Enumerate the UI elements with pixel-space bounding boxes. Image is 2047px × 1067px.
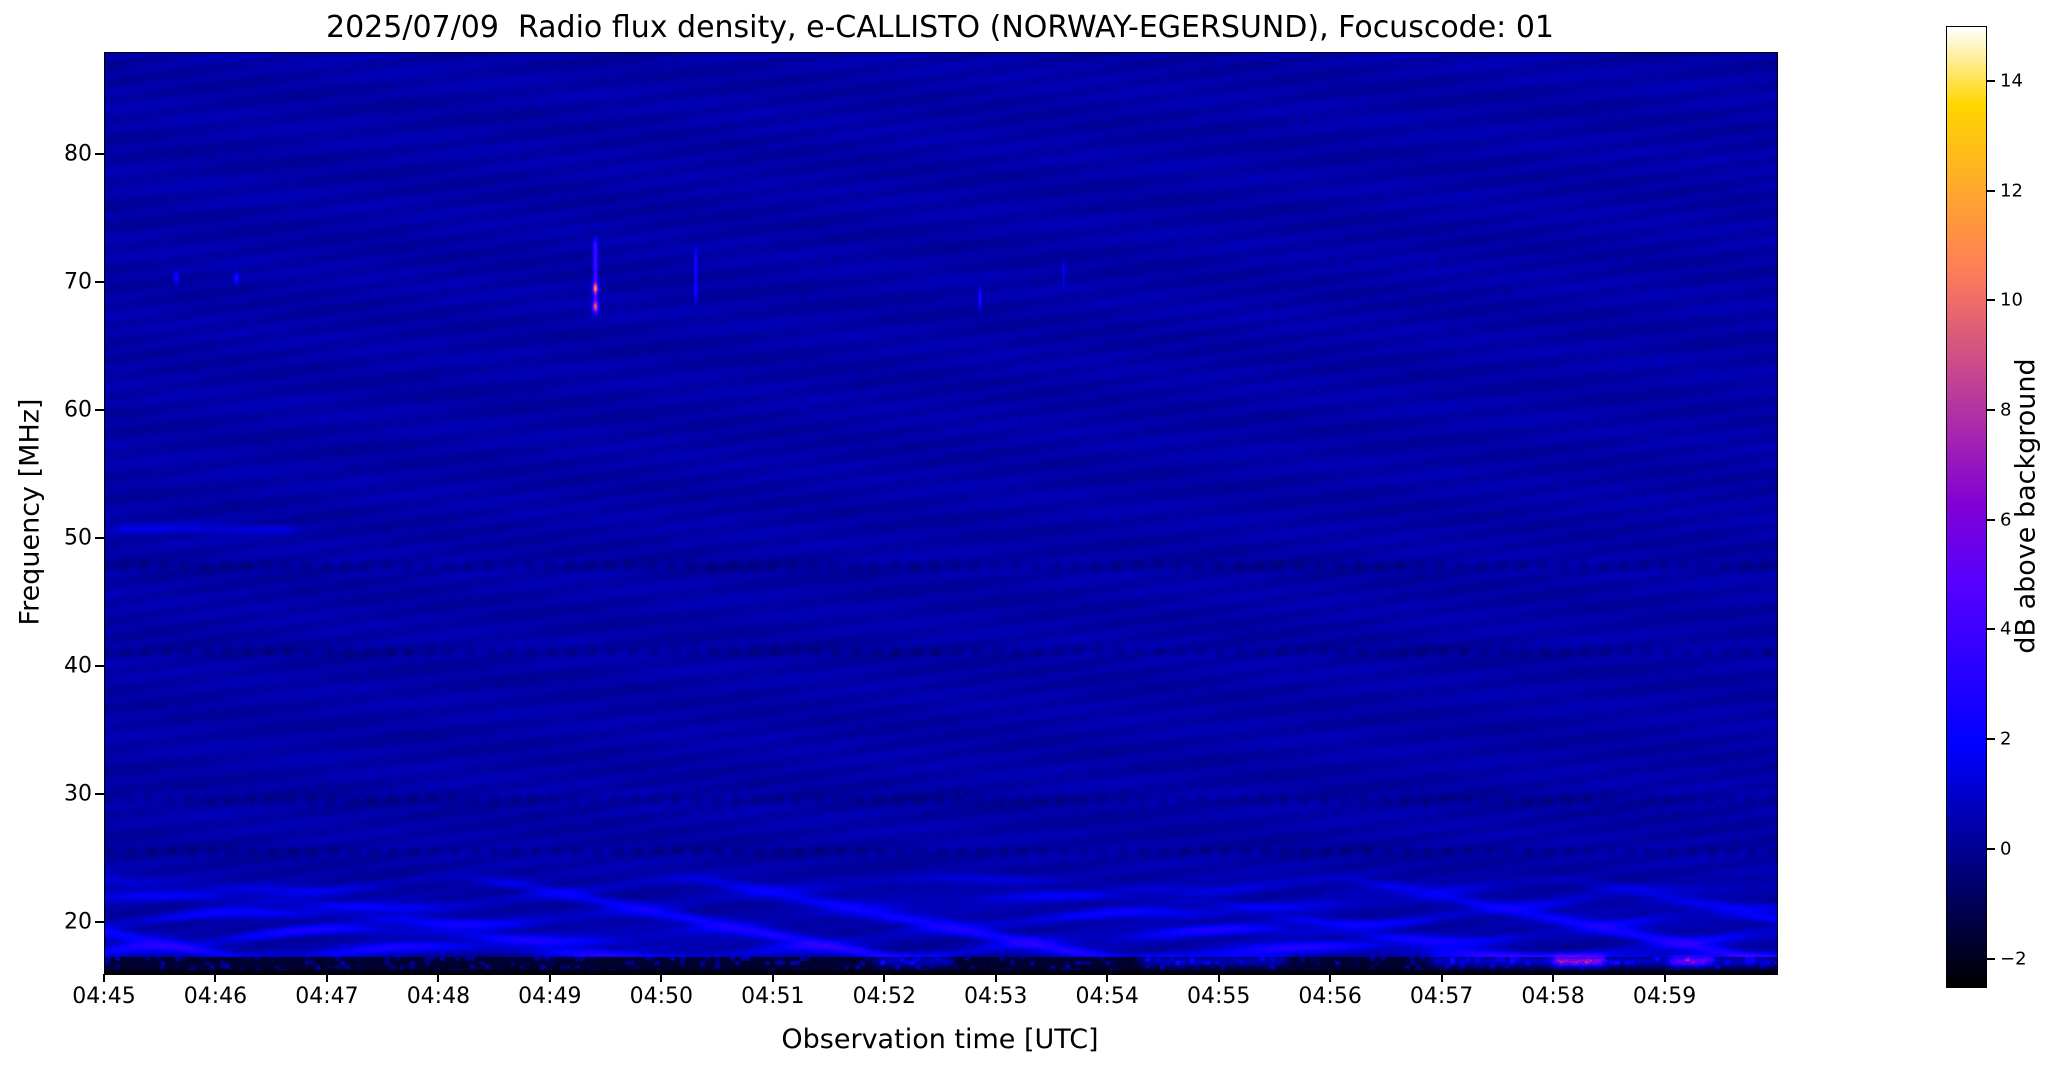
y-tick-label: 50 — [64, 525, 92, 551]
colorbar-tick-label: 2 — [2000, 728, 2012, 750]
colorbar-tick-mark — [1987, 738, 1995, 741]
x-tick-label: 04:52 — [852, 984, 916, 1009]
colorbar-tick-mark — [1987, 189, 1995, 192]
colorbar-tick-mark — [1987, 518, 1995, 521]
spectrogram-image — [104, 52, 1778, 975]
y-tick-mark — [95, 792, 104, 795]
colorbar-tick-mark — [1987, 409, 1995, 411]
colorbar-tick-mark — [1987, 299, 1995, 302]
x-tick-mark — [1329, 974, 1332, 982]
y-tick-mark — [95, 920, 104, 923]
colorbar-tick-label: 8 — [2000, 399, 2012, 421]
colorbar-tick-label: 0 — [2000, 838, 2012, 860]
y-axis-label: Frequency [MHz] — [14, 398, 46, 626]
x-tick-mark — [771, 974, 774, 982]
x-tick-mark — [660, 974, 663, 982]
colorbar-tick-label: 4 — [2000, 618, 2012, 640]
y-tick-mark — [95, 153, 104, 156]
x-tick-label: 04:49 — [518, 984, 582, 1009]
x-tick-label: 04:54 — [1075, 984, 1139, 1009]
colorbar-tick-mark — [1987, 79, 1995, 82]
y-tick-mark — [95, 409, 104, 412]
colorbar — [1946, 26, 1987, 988]
x-tick-mark — [1106, 974, 1109, 982]
y-tick-mark — [95, 537, 104, 540]
x-tick-label: 04:55 — [1186, 984, 1251, 1009]
colorbar-tick-label: −2 — [2000, 948, 2027, 970]
y-tick-label: 20 — [64, 909, 92, 935]
x-tick-label: 04:59 — [1632, 984, 1697, 1009]
colorbar-tick-label: 10 — [2000, 289, 2023, 311]
colorbar-tick-label: 14 — [2000, 70, 2023, 92]
x-tick-mark — [1217, 974, 1220, 982]
x-tick-mark — [548, 974, 551, 982]
x-tick-mark — [437, 974, 440, 982]
y-tick-mark — [95, 665, 104, 667]
colorbar-tick-label: 12 — [2000, 180, 2023, 202]
x-tick-label: 04:45 — [72, 984, 136, 1009]
y-tick-mark — [95, 281, 104, 284]
y-tick-label: 40 — [64, 653, 92, 679]
x-tick-label: 04:48 — [406, 984, 471, 1009]
colorbar-tick-mark — [1987, 847, 1995, 850]
x-axis-label: Observation time [UTC] — [781, 1024, 1099, 1055]
y-tick-label: 60 — [64, 397, 92, 423]
x-tick-label: 04:57 — [1409, 984, 1474, 1009]
y-tick-label: 30 — [64, 781, 92, 807]
x-tick-mark — [1552, 974, 1555, 982]
x-tick-mark — [994, 974, 997, 982]
y-tick-label: 70 — [64, 269, 92, 295]
chart-title: 2025/07/09 Radio flux density, e-CALLIST… — [326, 10, 1554, 45]
x-tick-label: 04:46 — [183, 984, 248, 1009]
colorbar-tick-mark — [1987, 957, 1995, 960]
x-tick-mark — [883, 974, 886, 982]
colorbar-tick-mark — [1987, 628, 1995, 631]
y-tick-label: 80 — [64, 141, 92, 167]
x-tick-mark — [214, 974, 217, 982]
x-tick-mark — [103, 974, 105, 982]
colorbar-label: dB above background — [2010, 358, 2042, 654]
x-tick-mark — [1663, 974, 1666, 982]
x-tick-label: 04:53 — [964, 984, 1028, 1009]
x-tick-label: 04:47 — [295, 984, 359, 1009]
x-tick-label: 04:51 — [741, 984, 805, 1009]
colorbar-tick-label: 6 — [2000, 509, 2012, 531]
x-tick-label: 04:50 — [629, 984, 694, 1009]
x-tick-mark — [325, 974, 328, 982]
x-tick-mark — [1440, 974, 1443, 982]
x-tick-label: 04:58 — [1521, 984, 1585, 1009]
x-tick-label: 04:56 — [1298, 984, 1362, 1009]
